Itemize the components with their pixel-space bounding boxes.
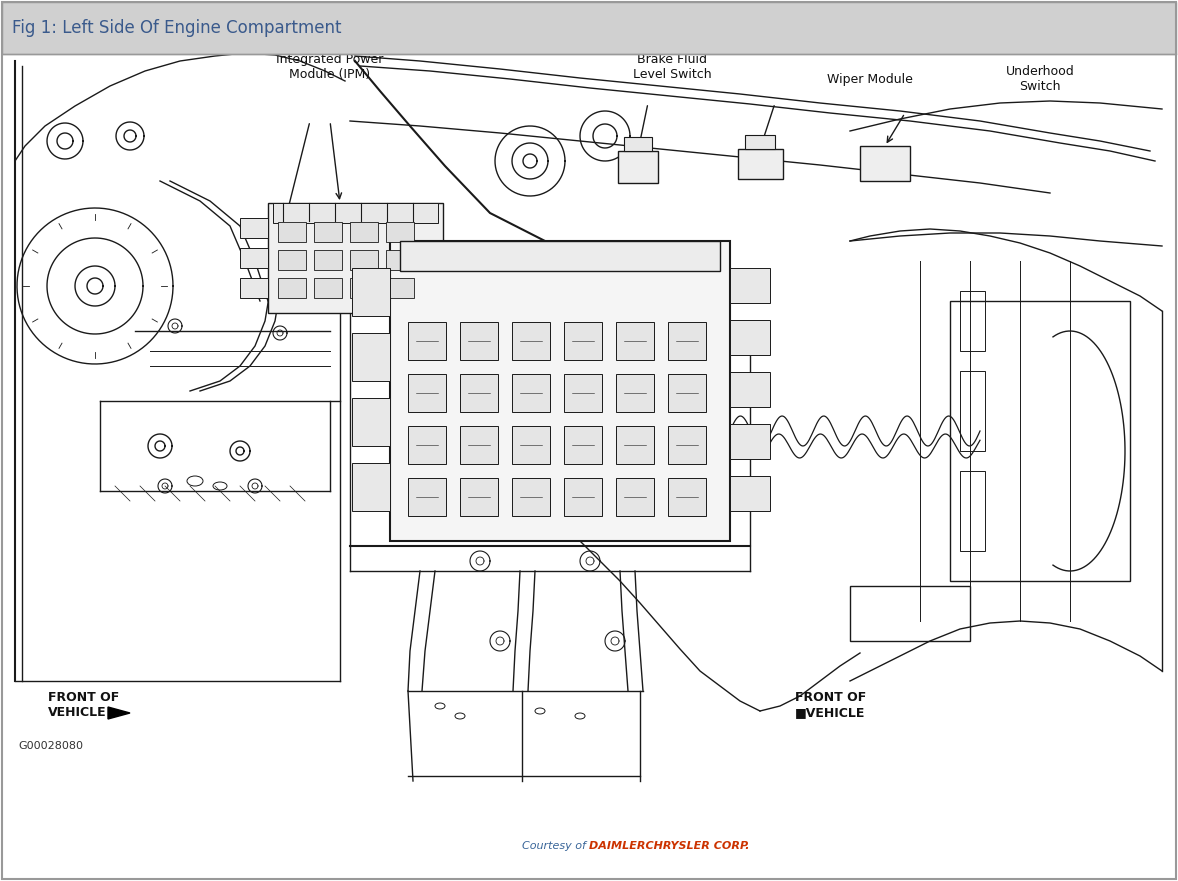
Bar <box>408 478 446 516</box>
Text: Integrated Power
Module (IPM): Integrated Power Module (IPM) <box>277 53 384 81</box>
Bar <box>390 241 730 541</box>
Bar <box>668 374 706 412</box>
Bar <box>564 478 602 516</box>
Bar <box>386 278 413 298</box>
Bar <box>616 426 654 464</box>
Bar <box>240 248 269 268</box>
Bar <box>240 278 269 298</box>
Bar <box>408 374 446 412</box>
Bar <box>668 322 706 360</box>
Bar <box>315 278 342 298</box>
Bar <box>278 278 306 298</box>
Bar <box>668 426 706 464</box>
Bar <box>269 203 443 313</box>
Bar <box>459 478 498 516</box>
Bar <box>386 222 413 242</box>
Text: DAIMLERCHRYSLER CORP.: DAIMLERCHRYSLER CORP. <box>589 841 749 851</box>
Text: Underhood
Switch: Underhood Switch <box>1006 65 1074 93</box>
Bar <box>730 372 770 407</box>
Bar <box>618 151 659 183</box>
Bar <box>240 218 269 238</box>
Bar <box>350 278 378 298</box>
Bar <box>860 146 909 181</box>
Bar <box>564 374 602 412</box>
Bar <box>350 222 378 242</box>
Bar <box>401 241 720 271</box>
Bar <box>730 424 770 459</box>
Bar <box>949 301 1130 581</box>
Bar <box>730 476 770 511</box>
Text: G00028080: G00028080 <box>18 741 82 751</box>
Bar <box>744 135 775 149</box>
Bar <box>352 268 390 316</box>
Bar <box>512 426 550 464</box>
Bar <box>616 478 654 516</box>
Bar <box>278 250 306 270</box>
Bar <box>512 478 550 516</box>
Bar <box>459 322 498 360</box>
Bar <box>408 322 446 360</box>
Bar <box>851 586 969 641</box>
Text: Courtesy of: Courtesy of <box>522 841 589 851</box>
Text: FRONT OF
■VEHICLE: FRONT OF ■VEHICLE <box>795 691 866 719</box>
Bar <box>616 322 654 360</box>
Bar <box>352 463 390 511</box>
Bar <box>668 478 706 516</box>
Bar <box>512 374 550 412</box>
Bar <box>315 222 342 242</box>
Bar <box>459 426 498 464</box>
Bar <box>730 268 770 303</box>
Bar <box>2 2 1176 54</box>
Bar <box>564 322 602 360</box>
Bar <box>564 426 602 464</box>
Bar <box>616 374 654 412</box>
Bar <box>350 250 378 270</box>
Bar <box>730 320 770 355</box>
Bar <box>737 149 783 179</box>
Bar <box>459 374 498 412</box>
Text: Fig 1: Left Side Of Engine Compartment: Fig 1: Left Side Of Engine Compartment <box>12 19 342 37</box>
Polygon shape <box>108 707 130 719</box>
Bar <box>278 222 306 242</box>
Text: FRONT OF
VEHICLE: FRONT OF VEHICLE <box>48 691 119 719</box>
Text: Wiper Module: Wiper Module <box>827 73 913 86</box>
Bar <box>960 471 985 551</box>
Bar <box>408 426 446 464</box>
Bar <box>315 250 342 270</box>
Bar <box>352 398 390 446</box>
Bar <box>512 322 550 360</box>
Bar <box>624 137 651 151</box>
Bar <box>352 333 390 381</box>
Bar <box>960 291 985 351</box>
Bar <box>273 203 438 223</box>
Bar <box>386 250 413 270</box>
Bar <box>960 371 985 451</box>
Text: Brake Fluid
Level Switch: Brake Fluid Level Switch <box>633 53 712 81</box>
